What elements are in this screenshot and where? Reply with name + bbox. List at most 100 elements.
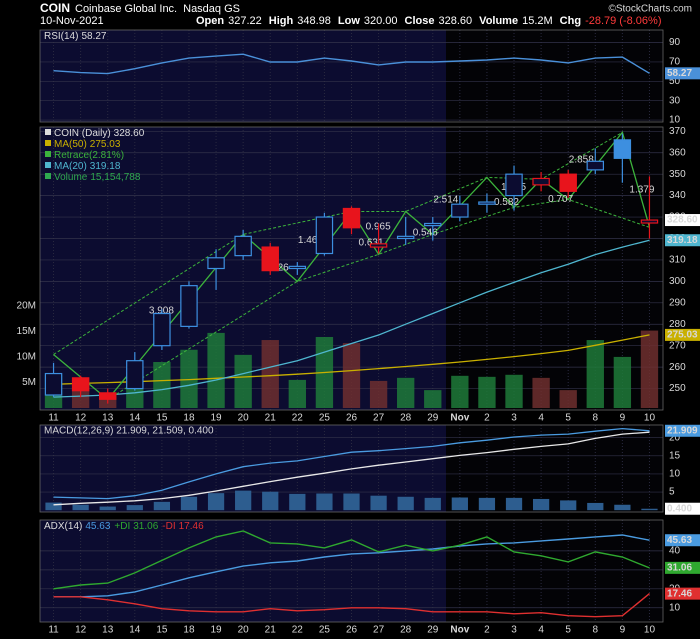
x-tick-label: 8 xyxy=(593,625,599,636)
retrace-label: 0.546 xyxy=(413,228,438,239)
histogram-bar xyxy=(478,497,496,511)
x-tick-label: 21 xyxy=(265,625,277,636)
quote-label: Volume xyxy=(479,15,518,27)
histogram-bar xyxy=(180,496,198,511)
candle-body xyxy=(451,203,469,218)
retrace-label: 0.631 xyxy=(359,238,384,249)
histogram-bar xyxy=(560,500,577,511)
x-tick-label: 14 xyxy=(129,413,141,424)
candle-body xyxy=(532,177,550,186)
x-tick-label: 3 xyxy=(511,625,517,636)
candle-body xyxy=(640,219,659,224)
x-tick-label: 4 xyxy=(538,625,544,636)
candle-body xyxy=(207,257,225,270)
histogram-bar xyxy=(126,505,143,511)
quote-label: Open xyxy=(196,15,224,27)
x-tick-label: 27 xyxy=(373,413,385,424)
value-box xyxy=(665,214,700,227)
volume-bar xyxy=(207,332,225,408)
legend-name: Retrace(2.81%) xyxy=(54,150,124,161)
x-tick-label: 26 xyxy=(346,413,358,424)
value-box xyxy=(665,587,700,600)
exchange: Nasdaq GS xyxy=(183,3,240,15)
panel-border xyxy=(39,126,664,411)
quote-label: Low xyxy=(338,15,360,27)
x-tick-label: 11 xyxy=(48,625,59,636)
x-tick-label: 26 xyxy=(346,625,358,636)
quote-line: Open 327.22 High 348.98 Low 320.00 Close 328.60… xyxy=(196,15,662,27)
value-box-label: 17.46 xyxy=(667,588,692,599)
x-tick-label: 19 xyxy=(211,413,223,424)
x-tick-label: 21 xyxy=(265,413,277,424)
histogram-bar xyxy=(316,493,333,511)
value-box xyxy=(665,328,700,341)
x-tick-label: 28 xyxy=(400,413,412,424)
y-tick-label: 290 xyxy=(669,297,686,308)
retrace-label: 2.514 xyxy=(433,195,458,206)
volume-bar xyxy=(153,362,171,408)
volume-bar xyxy=(478,376,496,408)
legend-swatch xyxy=(45,129,51,135)
volume-bar xyxy=(559,390,577,408)
value-box-label: 58.27 xyxy=(667,68,692,79)
volume-bar xyxy=(451,375,469,408)
y-tick-label: 70 xyxy=(669,57,681,68)
legend-name: MA(20) xyxy=(54,161,87,172)
volume-bar xyxy=(234,354,252,408)
candle-body xyxy=(261,246,279,272)
retrace-label: 0.582 xyxy=(494,197,519,208)
candle-body xyxy=(586,160,605,171)
x-tick-label: 25 xyxy=(319,625,331,636)
legend-value: 15,154,788 xyxy=(90,172,140,183)
value-box-label: 31.06 xyxy=(667,562,692,573)
symbol: COIN xyxy=(40,1,70,15)
y2-tick-label: 20M xyxy=(17,300,36,311)
date: 10-Nov-2021 xyxy=(40,15,104,27)
x-tick-label: 13 xyxy=(102,625,114,636)
quote-label: High xyxy=(269,15,294,27)
legend-name: COIN (Daily) xyxy=(54,128,111,139)
candle-body xyxy=(126,360,144,390)
x-tick-label: 15 xyxy=(156,413,168,424)
x-tick-label: 28 xyxy=(400,625,412,636)
candle-body xyxy=(342,207,361,229)
x-tick-label: 11 xyxy=(48,413,59,424)
y-tick-label: 5 xyxy=(669,487,675,498)
quote-label: Close xyxy=(405,15,435,27)
volume-bar xyxy=(613,356,632,408)
candle-body xyxy=(180,285,198,327)
x-tick-label: 15 xyxy=(156,625,168,636)
volume-bar xyxy=(342,343,361,408)
candle-body xyxy=(234,235,252,257)
legend-entry: COIN (Daily) 328.60 xyxy=(54,128,145,139)
volume-bar xyxy=(369,380,388,408)
x-tick-label: 8 xyxy=(593,413,599,424)
volume-bar xyxy=(397,377,415,408)
x-tick-label: 20 xyxy=(238,413,250,424)
legend-entry: MA(50) 275.03 xyxy=(54,139,121,150)
candle-body xyxy=(505,173,523,197)
panel-bg-recent xyxy=(446,30,663,122)
quote-value: 348.98 xyxy=(297,15,331,27)
volume-bar xyxy=(640,330,659,408)
value-box xyxy=(665,534,700,547)
histogram-bar xyxy=(289,493,306,511)
candle-body xyxy=(98,392,117,400)
y-tick-label: 10 xyxy=(669,115,681,126)
retrace-label: 0.707 xyxy=(548,194,573,205)
panel-border xyxy=(39,519,664,623)
x-tick-label: 20 xyxy=(238,625,250,636)
ticker-line: COIN Coinbase Global Inc. Nasdaq GS xyxy=(40,1,240,15)
rsi-line xyxy=(53,53,650,75)
value-box xyxy=(665,234,700,247)
x-tick-label: 5 xyxy=(565,625,571,636)
y-tick-label: 310 xyxy=(669,255,686,266)
y-tick-label: 30 xyxy=(669,95,681,106)
legend-name: ADX(14) xyxy=(44,521,82,532)
retrace-line xyxy=(53,131,651,401)
value-box xyxy=(665,424,700,437)
quote-value: 328.60 xyxy=(439,15,473,27)
candle-body xyxy=(613,139,632,159)
candle-body xyxy=(424,222,442,227)
